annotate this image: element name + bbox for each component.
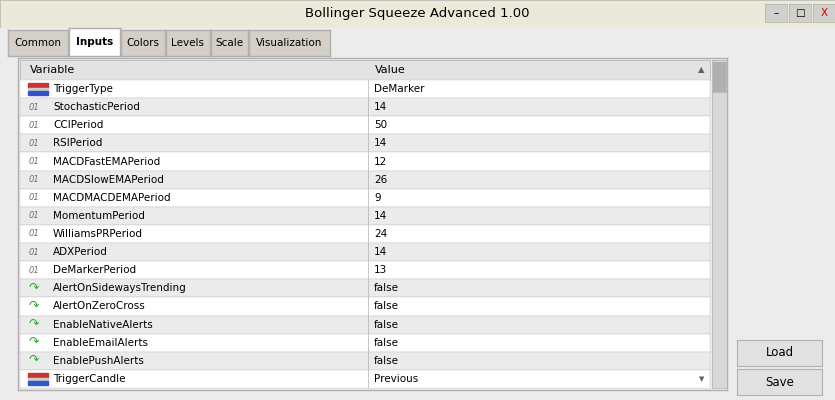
Text: 14: 14 <box>374 102 387 112</box>
Text: MACDMACDEMAPeriod: MACDMACDEMAPeriod <box>53 193 170 203</box>
Bar <box>28 373 48 378</box>
Text: WilliamsPRPeriod: WilliamsPRPeriod <box>53 229 143 239</box>
Text: AlertOnZeroCross: AlertOnZeroCross <box>53 302 146 312</box>
Text: Previous: Previous <box>374 374 418 384</box>
Text: ▲: ▲ <box>698 66 705 74</box>
Text: CCIPeriod: CCIPeriod <box>53 120 104 130</box>
Text: TriggerCandle: TriggerCandle <box>53 374 125 384</box>
Bar <box>28 88 48 91</box>
Text: false: false <box>374 356 399 366</box>
Text: MomentumPeriod: MomentumPeriod <box>53 211 145 221</box>
Text: false: false <box>374 302 399 312</box>
Text: Bollinger Squeeze Advanced 1.00: Bollinger Squeeze Advanced 1.00 <box>306 8 529 20</box>
Text: ADXPeriod: ADXPeriod <box>53 247 108 257</box>
Text: 01: 01 <box>28 103 39 112</box>
Text: 9: 9 <box>374 193 381 203</box>
Text: ↷: ↷ <box>28 354 38 367</box>
Text: X: X <box>821 8 827 18</box>
Text: MACDFastEMAPeriod: MACDFastEMAPeriod <box>53 156 160 166</box>
Text: Inputs: Inputs <box>76 37 113 47</box>
Text: 01: 01 <box>28 175 39 184</box>
Text: 24: 24 <box>374 229 387 239</box>
Text: Levels: Levels <box>171 38 205 48</box>
Text: 01: 01 <box>28 211 39 220</box>
Text: Load: Load <box>766 346 793 360</box>
Text: 26: 26 <box>374 175 387 185</box>
Text: 01: 01 <box>28 193 39 202</box>
Text: Visualization: Visualization <box>256 38 322 48</box>
Text: 14: 14 <box>374 138 387 148</box>
Text: false: false <box>374 283 399 293</box>
Text: StochasticPeriod: StochasticPeriod <box>53 102 140 112</box>
Text: Value: Value <box>376 65 406 75</box>
Text: ↷: ↷ <box>28 318 38 331</box>
Text: false: false <box>374 338 399 348</box>
Text: Common: Common <box>14 38 62 48</box>
Text: RSIPeriod: RSIPeriod <box>53 138 103 148</box>
Text: Variable: Variable <box>30 65 76 75</box>
Bar <box>28 83 48 88</box>
Text: □: □ <box>795 8 805 18</box>
Text: false: false <box>374 320 399 330</box>
Text: –: – <box>773 8 778 18</box>
Text: TriggerType: TriggerType <box>53 84 113 94</box>
Text: 50: 50 <box>374 120 387 130</box>
Text: EnableEmailAlerts: EnableEmailAlerts <box>53 338 148 348</box>
Text: ↷: ↷ <box>28 282 38 295</box>
Text: ↷: ↷ <box>28 336 38 349</box>
Text: 01: 01 <box>28 121 39 130</box>
Bar <box>28 91 48 95</box>
Text: 12: 12 <box>374 156 387 166</box>
Text: Scale: Scale <box>215 38 244 48</box>
Text: AlertOnSidewaysTrending: AlertOnSidewaysTrending <box>53 283 187 293</box>
Text: ↷: ↷ <box>28 300 38 313</box>
Text: EnableNativeAlerts: EnableNativeAlerts <box>53 320 153 330</box>
Text: 14: 14 <box>374 211 387 221</box>
Text: 01: 01 <box>28 139 39 148</box>
Bar <box>28 378 48 381</box>
Text: 13: 13 <box>374 265 387 275</box>
Text: 14: 14 <box>374 247 387 257</box>
Text: Save: Save <box>765 376 794 388</box>
Text: 01: 01 <box>28 248 39 257</box>
Text: Colors: Colors <box>126 38 159 48</box>
Text: 01: 01 <box>28 230 39 238</box>
Text: DeMarkerPeriod: DeMarkerPeriod <box>53 265 136 275</box>
Text: 01: 01 <box>28 266 39 275</box>
Bar <box>28 381 48 385</box>
Text: EnablePushAlerts: EnablePushAlerts <box>53 356 144 366</box>
Text: ▼: ▼ <box>699 376 705 382</box>
Text: DeMarker: DeMarker <box>374 84 424 94</box>
Text: 01: 01 <box>28 157 39 166</box>
Text: MACDSlowEMAPeriod: MACDSlowEMAPeriod <box>53 175 164 185</box>
